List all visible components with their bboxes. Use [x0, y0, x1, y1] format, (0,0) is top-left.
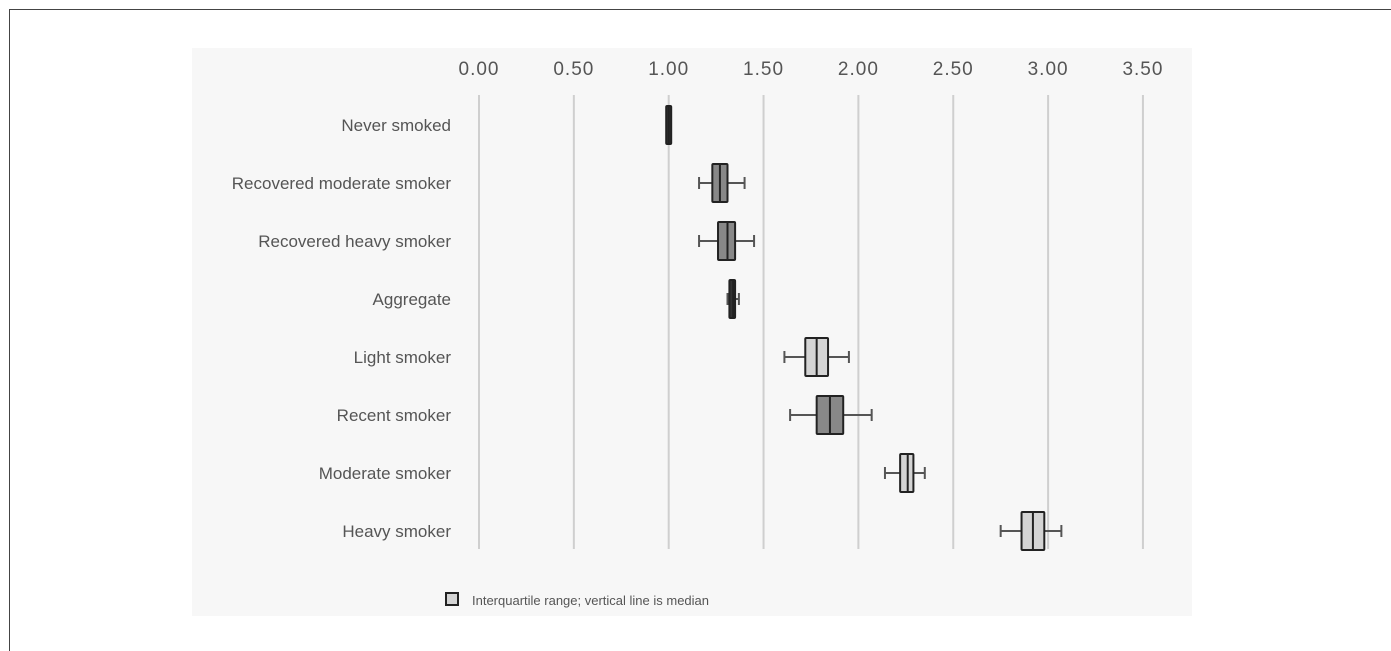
box-light-smoker	[783, 337, 850, 377]
category-label: Aggregate	[373, 290, 451, 309]
legend-label: Interquartile range; vertical line is me…	[472, 593, 709, 608]
box-recovered-heavy-smoker	[698, 221, 756, 261]
category-label: Recent smoker	[337, 406, 452, 425]
x-tick-label: 0.00	[459, 59, 500, 80]
x-tick-label: 2.50	[933, 59, 974, 80]
box-heavy-smoker	[999, 511, 1063, 551]
category-label: Heavy smoker	[342, 522, 451, 541]
category-label: Never smoked	[341, 116, 451, 135]
chart-frame	[9, 9, 1391, 651]
category-labels: Never smoked Recovered moderate smoker Rec…	[232, 116, 452, 541]
x-tick-label: 2.00	[838, 59, 879, 80]
x-tick-label: 1.00	[648, 59, 689, 80]
box-never-smoked	[665, 105, 673, 145]
x-tick-label: 3.50	[1122, 59, 1163, 80]
gridlines	[478, 95, 1144, 549]
box-series	[665, 105, 1063, 551]
x-axis-ticks: 0.00 0.50 1.00 1.50 2.00 2.50 3.00 3.50	[459, 59, 1163, 80]
box-recent-smoker	[789, 395, 873, 435]
box-moderate-smoker	[883, 453, 926, 493]
legend-swatch	[445, 592, 459, 606]
category-label: Moderate smoker	[319, 464, 452, 483]
category-label: Light smoker	[354, 348, 452, 367]
category-label: Recovered moderate smoker	[232, 174, 452, 193]
category-label: Recovered heavy smoker	[258, 232, 451, 251]
box-recovered-moderate-smoker	[698, 163, 746, 203]
x-tick-label: 1.50	[743, 59, 784, 80]
box-aggregate	[726, 279, 740, 319]
legend: Interquartile range; vertical line is me…	[445, 592, 709, 608]
x-tick-label: 0.50	[553, 59, 594, 80]
x-tick-label: 3.00	[1028, 59, 1069, 80]
